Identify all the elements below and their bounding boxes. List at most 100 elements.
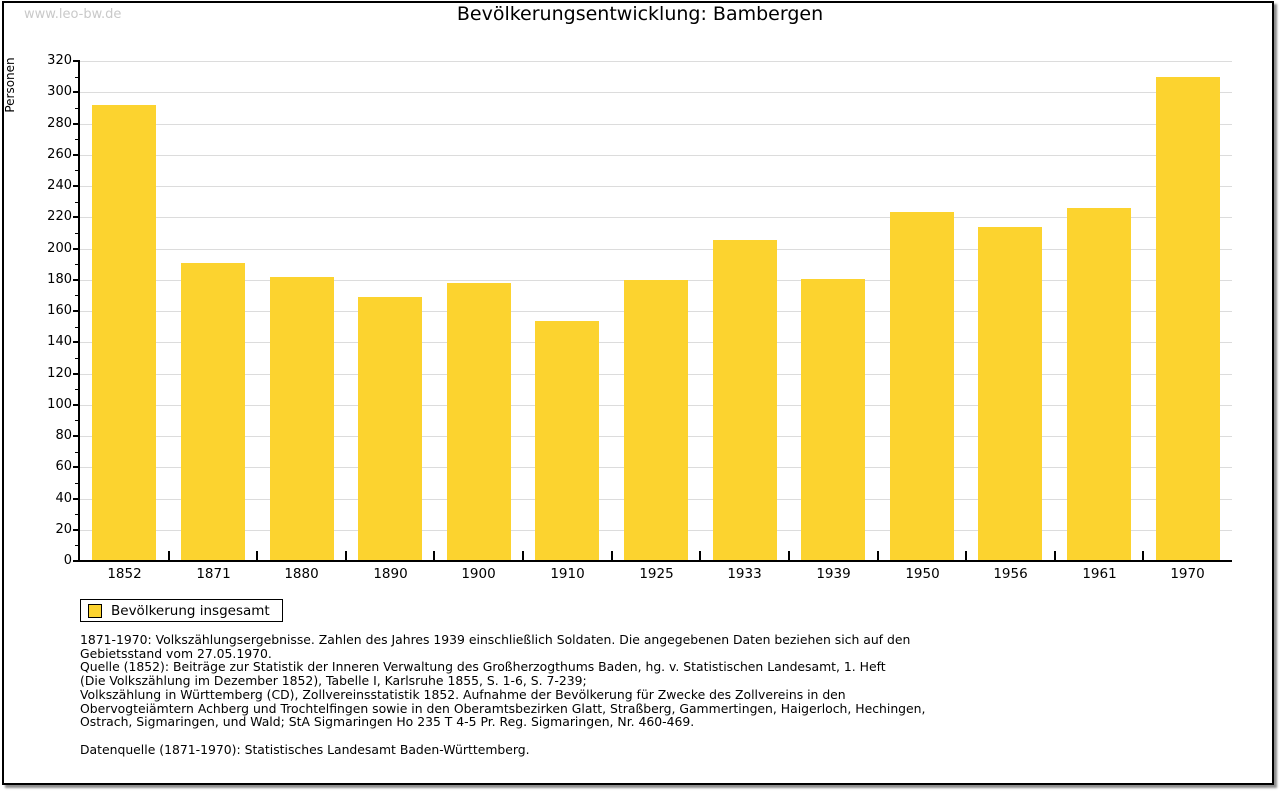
y-tick-major xyxy=(73,123,80,125)
y-tick-label: 20 xyxy=(55,522,72,537)
bar-1852 xyxy=(92,105,156,560)
y-tick-minor xyxy=(75,233,80,234)
x-tick-label-1900: 1900 xyxy=(461,566,496,582)
y-tick-minor xyxy=(75,483,80,484)
legend-box: Bevölkerung insgesamt xyxy=(80,599,283,622)
bar-1910 xyxy=(535,321,599,560)
bar-1871 xyxy=(181,263,245,560)
y-tick-label: 300 xyxy=(47,84,72,99)
bar-1880 xyxy=(270,277,334,560)
y-gridline xyxy=(80,124,1232,125)
y-gridline xyxy=(80,186,1232,187)
x-tick-boundary xyxy=(699,551,701,560)
x-tick-label-1925: 1925 xyxy=(639,566,674,582)
bar-1950 xyxy=(890,212,954,560)
y-tick-label: 280 xyxy=(47,116,72,131)
y-tick-major xyxy=(73,154,80,156)
x-tick-label-1950: 1950 xyxy=(905,566,940,582)
y-gridline xyxy=(80,155,1232,156)
footnote-datasource: Datenquelle (1871-1970): Statistisches L… xyxy=(80,741,530,757)
footnote-line: Ostrach, Sigmaringen, und Wald; StA Sigm… xyxy=(80,714,695,730)
y-tick-minor xyxy=(75,420,80,421)
y-tick-major xyxy=(73,404,80,406)
footnote-line: Volkszählung in Württemberg (CD), Zollve… xyxy=(80,686,846,702)
y-tick-minor xyxy=(75,295,80,296)
y-tick-label: 220 xyxy=(47,209,72,224)
y-tick-major xyxy=(73,60,80,62)
x-tick-boundary xyxy=(522,551,524,560)
y-tick-minor xyxy=(75,452,80,453)
y-tick-major xyxy=(73,216,80,218)
y-tick-major xyxy=(73,373,80,375)
y-tick-minor xyxy=(75,139,80,140)
x-tick-label-1852: 1852 xyxy=(107,566,142,582)
x-tick-label-1939: 1939 xyxy=(816,566,851,582)
x-axis-line xyxy=(78,560,1232,562)
x-tick-label-1910: 1910 xyxy=(550,566,585,582)
bar-1900 xyxy=(447,283,511,560)
y-tick-label: 140 xyxy=(47,334,72,349)
y-tick-minor xyxy=(75,514,80,515)
bar-1961 xyxy=(1067,208,1131,560)
y-tick-label: 40 xyxy=(55,491,72,506)
x-tick-boundary xyxy=(1142,551,1144,560)
footnote-line: 1871-1970: Volkszählungsergebnisse. Zahl… xyxy=(80,632,911,647)
y-tick-minor xyxy=(75,108,80,109)
y-tick-label: 60 xyxy=(55,459,72,474)
y-tick-major xyxy=(73,310,80,312)
x-tick-label-1880: 1880 xyxy=(284,566,319,582)
y-tick-major xyxy=(73,560,80,562)
y-tick-minor xyxy=(75,389,80,390)
footnote-line: (Die Volkszählung im Dezember 1852), Tab… xyxy=(80,673,587,689)
y-tick-major xyxy=(73,279,80,281)
y-tick-minor xyxy=(75,264,80,265)
y-tick-minor xyxy=(75,77,80,78)
x-tick-boundary xyxy=(788,551,790,560)
footnote-line: Gebietsstand vom 27.05.1970. xyxy=(80,645,272,661)
chart-title: Bevölkerungsentwicklung: Bambergen xyxy=(456,3,824,25)
y-tick-major xyxy=(73,91,80,93)
y-tick-minor xyxy=(75,202,80,203)
footnote-line: Obervogteiämtern Achberg und Trochtelfin… xyxy=(80,700,926,716)
y-tick-label: 240 xyxy=(47,178,72,193)
bar-1925 xyxy=(624,280,688,560)
y-tick-major xyxy=(73,498,80,500)
x-tick-boundary xyxy=(1054,551,1056,560)
x-tick-label-1970: 1970 xyxy=(1170,566,1205,582)
y-tick-major xyxy=(73,341,80,343)
y-tick-label: 260 xyxy=(47,147,72,162)
legend-swatch-icon xyxy=(88,603,102,618)
x-tick-boundary xyxy=(877,551,879,560)
bar-1890 xyxy=(358,297,422,560)
x-tick-boundary xyxy=(965,551,967,560)
x-tick-boundary xyxy=(256,551,258,560)
y-tick-label: 100 xyxy=(47,397,72,412)
x-tick-label-1956: 1956 xyxy=(993,566,1028,582)
y-tick-label: 0 xyxy=(63,553,72,568)
x-tick-boundary xyxy=(168,551,170,560)
y-tick-label: 120 xyxy=(47,366,72,381)
x-tick-boundary xyxy=(433,551,435,560)
footnote-line: Quelle (1852): Beiträge zur Statistik de… xyxy=(80,659,886,675)
x-tick-boundary xyxy=(611,551,613,560)
y-gridline xyxy=(80,92,1232,93)
source-footnotes: 1871-1970: Volkszählungsergebnisse. Zahl… xyxy=(80,633,925,757)
y-tick-label: 200 xyxy=(47,241,72,256)
bar-1939 xyxy=(801,279,865,560)
y-tick-minor xyxy=(75,170,80,171)
y-gridline xyxy=(80,249,1232,250)
x-tick-label-1890: 1890 xyxy=(373,566,408,582)
y-tick-minor xyxy=(75,327,80,328)
y-gridline xyxy=(80,61,1232,62)
y-tick-major xyxy=(73,466,80,468)
y-tick-major xyxy=(73,185,80,187)
y-tick-label: 80 xyxy=(55,428,72,443)
bar-1933 xyxy=(713,240,777,560)
y-axis-line xyxy=(78,61,80,562)
y-tick-label: 160 xyxy=(47,303,72,318)
y-tick-major xyxy=(73,248,80,250)
bar-1956 xyxy=(978,227,1042,560)
y-gridline xyxy=(80,217,1232,218)
watermark-url: www.leo-bw.de xyxy=(24,7,122,22)
